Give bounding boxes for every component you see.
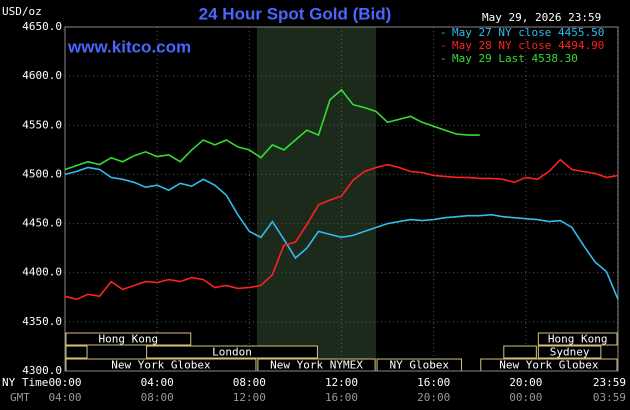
x-tick-label: 04:00 xyxy=(141,376,174,389)
session-label: New York Globex xyxy=(499,359,599,372)
legend-label: May 27 NY close 4455.50 xyxy=(452,26,604,39)
y-tick-label: 4350.0 xyxy=(22,315,62,328)
legend-label: May 29 Last 4538.30 xyxy=(452,52,578,65)
session-label: NY Globex xyxy=(389,359,449,372)
y-tick-label: 4600.0 xyxy=(22,69,62,82)
session-label: Hong Kong xyxy=(99,333,159,346)
session-box xyxy=(65,332,192,346)
y-tick-label: 4500.0 xyxy=(22,167,62,180)
legend-marker: - xyxy=(440,52,447,65)
x2-tick-label: 00:00 xyxy=(509,391,542,404)
y-tick-label: 4400.0 xyxy=(22,266,62,279)
x-tick-label: 00:00 xyxy=(48,376,81,389)
y-tick-label: 4650.0 xyxy=(22,20,62,33)
x-tick-label: 08:00 xyxy=(233,376,266,389)
x-tick-label: 23:59 xyxy=(593,376,626,389)
session-box xyxy=(537,345,602,359)
x-tick-label: 16:00 xyxy=(417,376,450,389)
session-box xyxy=(537,332,618,346)
session-label: New York Globex xyxy=(111,359,211,372)
session-box xyxy=(503,345,537,359)
x2-tick-label: 16:00 xyxy=(325,391,358,404)
session-label: Hong Kong xyxy=(548,333,608,346)
series-line xyxy=(64,158,619,301)
shaded-region xyxy=(256,27,377,371)
x-tick-label: 12:00 xyxy=(325,376,358,389)
x2-tick-label: 08:00 xyxy=(141,391,174,404)
legend-marker: - xyxy=(440,39,447,52)
site-label: www.kitco.com xyxy=(67,37,191,56)
chart-title: 24 Hour Spot Gold (Bid) xyxy=(199,4,392,23)
x-tick-label: 20:00 xyxy=(509,376,542,389)
x2-tick-label: 12:00 xyxy=(233,391,266,404)
y-tick-label: 4300.0 xyxy=(22,364,62,377)
plot-frame xyxy=(64,26,619,372)
session-box xyxy=(65,345,88,359)
series-line xyxy=(64,166,619,300)
x2-tick-label: 04:00 xyxy=(48,391,81,404)
y-tick-label: 4550.0 xyxy=(22,118,62,131)
legend-label: May 28 NY close 4494.90 xyxy=(452,39,604,52)
y-axis-label: USD/oz xyxy=(2,5,42,18)
x-row-label: NY Time xyxy=(2,376,48,389)
session-box xyxy=(146,345,318,359)
session-label: New York NYMEX xyxy=(270,359,363,372)
session-label: Sydney xyxy=(550,346,590,359)
x2-tick-label: 03:59 xyxy=(593,391,626,404)
x2-tick-label: 20:00 xyxy=(417,391,450,404)
series-line xyxy=(64,88,480,171)
y-tick-label: 4450.0 xyxy=(22,217,62,230)
session-label: London xyxy=(212,346,252,359)
x2-row-label: GMT xyxy=(10,391,30,404)
legend-marker: - xyxy=(440,26,447,39)
timestamp: May 29, 2026 23:59 xyxy=(482,11,601,24)
